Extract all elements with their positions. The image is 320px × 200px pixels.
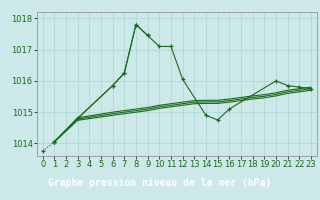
Text: Graphe pression niveau de la mer (hPa): Graphe pression niveau de la mer (hPa)	[48, 177, 272, 188]
